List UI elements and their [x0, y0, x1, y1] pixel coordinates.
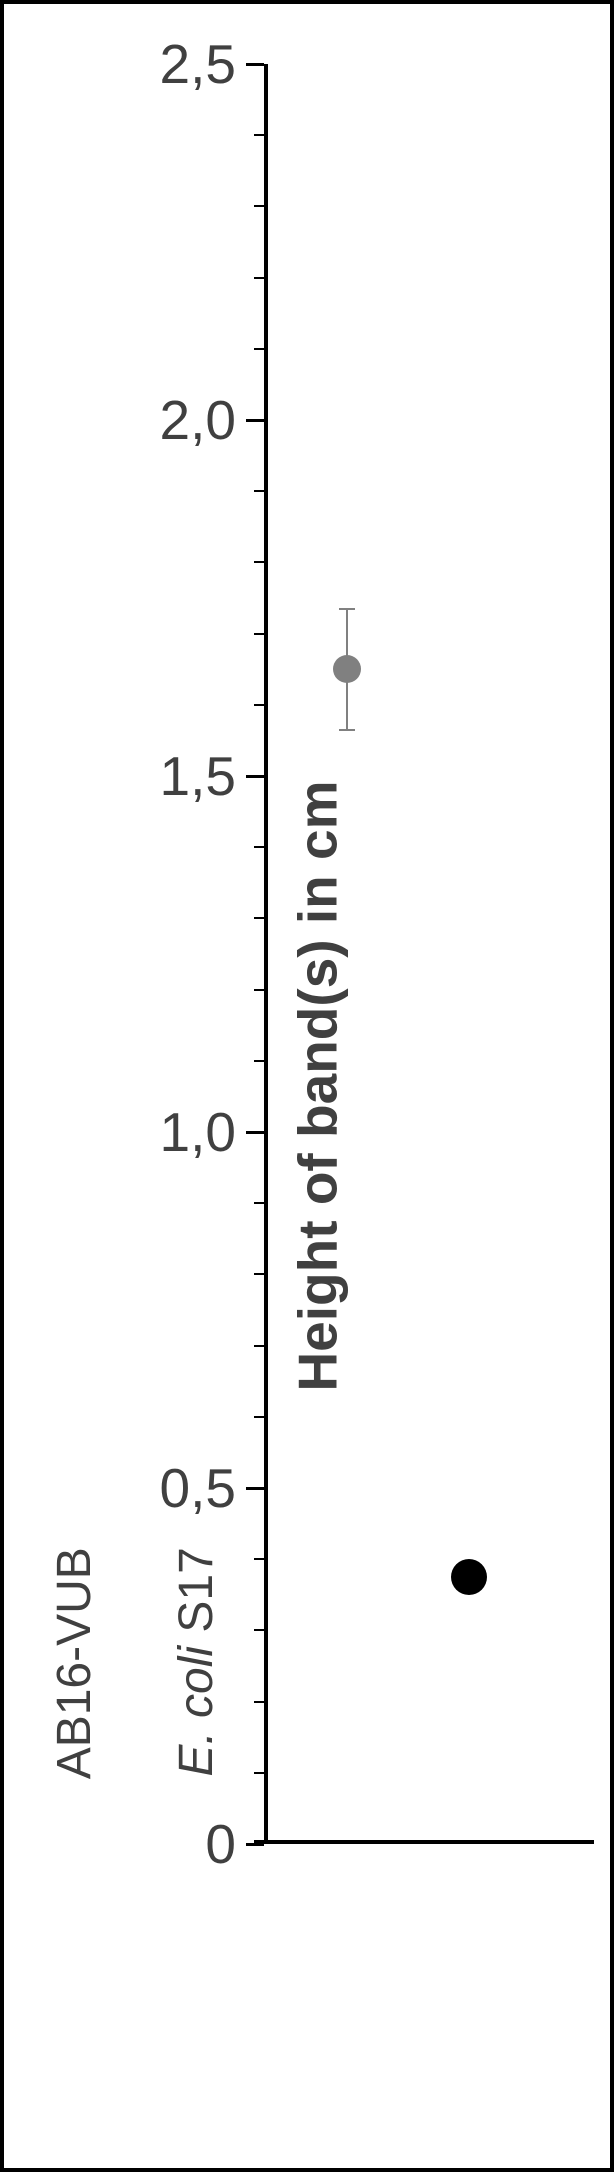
ytick-major: [246, 775, 264, 778]
chart-frame: Height of band(s) in cm 00,51,01,52,02,5…: [0, 0, 614, 2172]
ytick-major: [246, 1487, 264, 1490]
ytick-minor: [254, 1701, 264, 1703]
error-cap: [339, 608, 355, 610]
ytick-label: 2,0: [160, 388, 236, 452]
ytick-minor: [254, 348, 264, 350]
ytick-minor: [254, 1060, 264, 1062]
ytick-minor: [254, 561, 264, 563]
ytick-minor: [254, 1629, 264, 1631]
ytick-major: [246, 1843, 264, 1846]
ytick-minor: [254, 989, 264, 991]
ytick-minor: [254, 1558, 264, 1560]
ytick-minor: [254, 917, 264, 919]
ytick-minor: [254, 1273, 264, 1275]
ytick-major: [246, 419, 264, 422]
data-marker: [333, 655, 361, 683]
ytick-label: 2,5: [160, 32, 236, 96]
xtick-label: E. coli S17: [169, 1564, 224, 1864]
ytick-minor: [254, 205, 264, 207]
ytick-label: 1,5: [160, 744, 236, 808]
ytick-minor: [254, 1345, 264, 1347]
data-marker: [451, 1559, 487, 1595]
plot-area: 00,51,01,52,02,5AB16-VUBE. coli S17: [264, 64, 594, 1844]
y-axis: [264, 64, 268, 1844]
ytick-minor: [254, 704, 264, 706]
ytick-minor: [254, 490, 264, 492]
ytick-label: 0,5: [160, 1456, 236, 1520]
ytick-minor: [254, 277, 264, 279]
ytick-minor: [254, 1416, 264, 1418]
ytick-minor: [254, 134, 264, 136]
ytick-label: 1,0: [160, 1100, 236, 1164]
ytick-minor: [254, 633, 264, 635]
ytick-major: [246, 1131, 264, 1134]
ytick-minor: [254, 1202, 264, 1204]
error-cap: [339, 729, 355, 731]
xtick-label: AB16-VUB: [47, 1564, 102, 1864]
ytick-minor: [254, 846, 264, 848]
x-axis: [254, 1840, 594, 1844]
ytick-major: [246, 63, 264, 66]
ytick-minor: [254, 1772, 264, 1774]
